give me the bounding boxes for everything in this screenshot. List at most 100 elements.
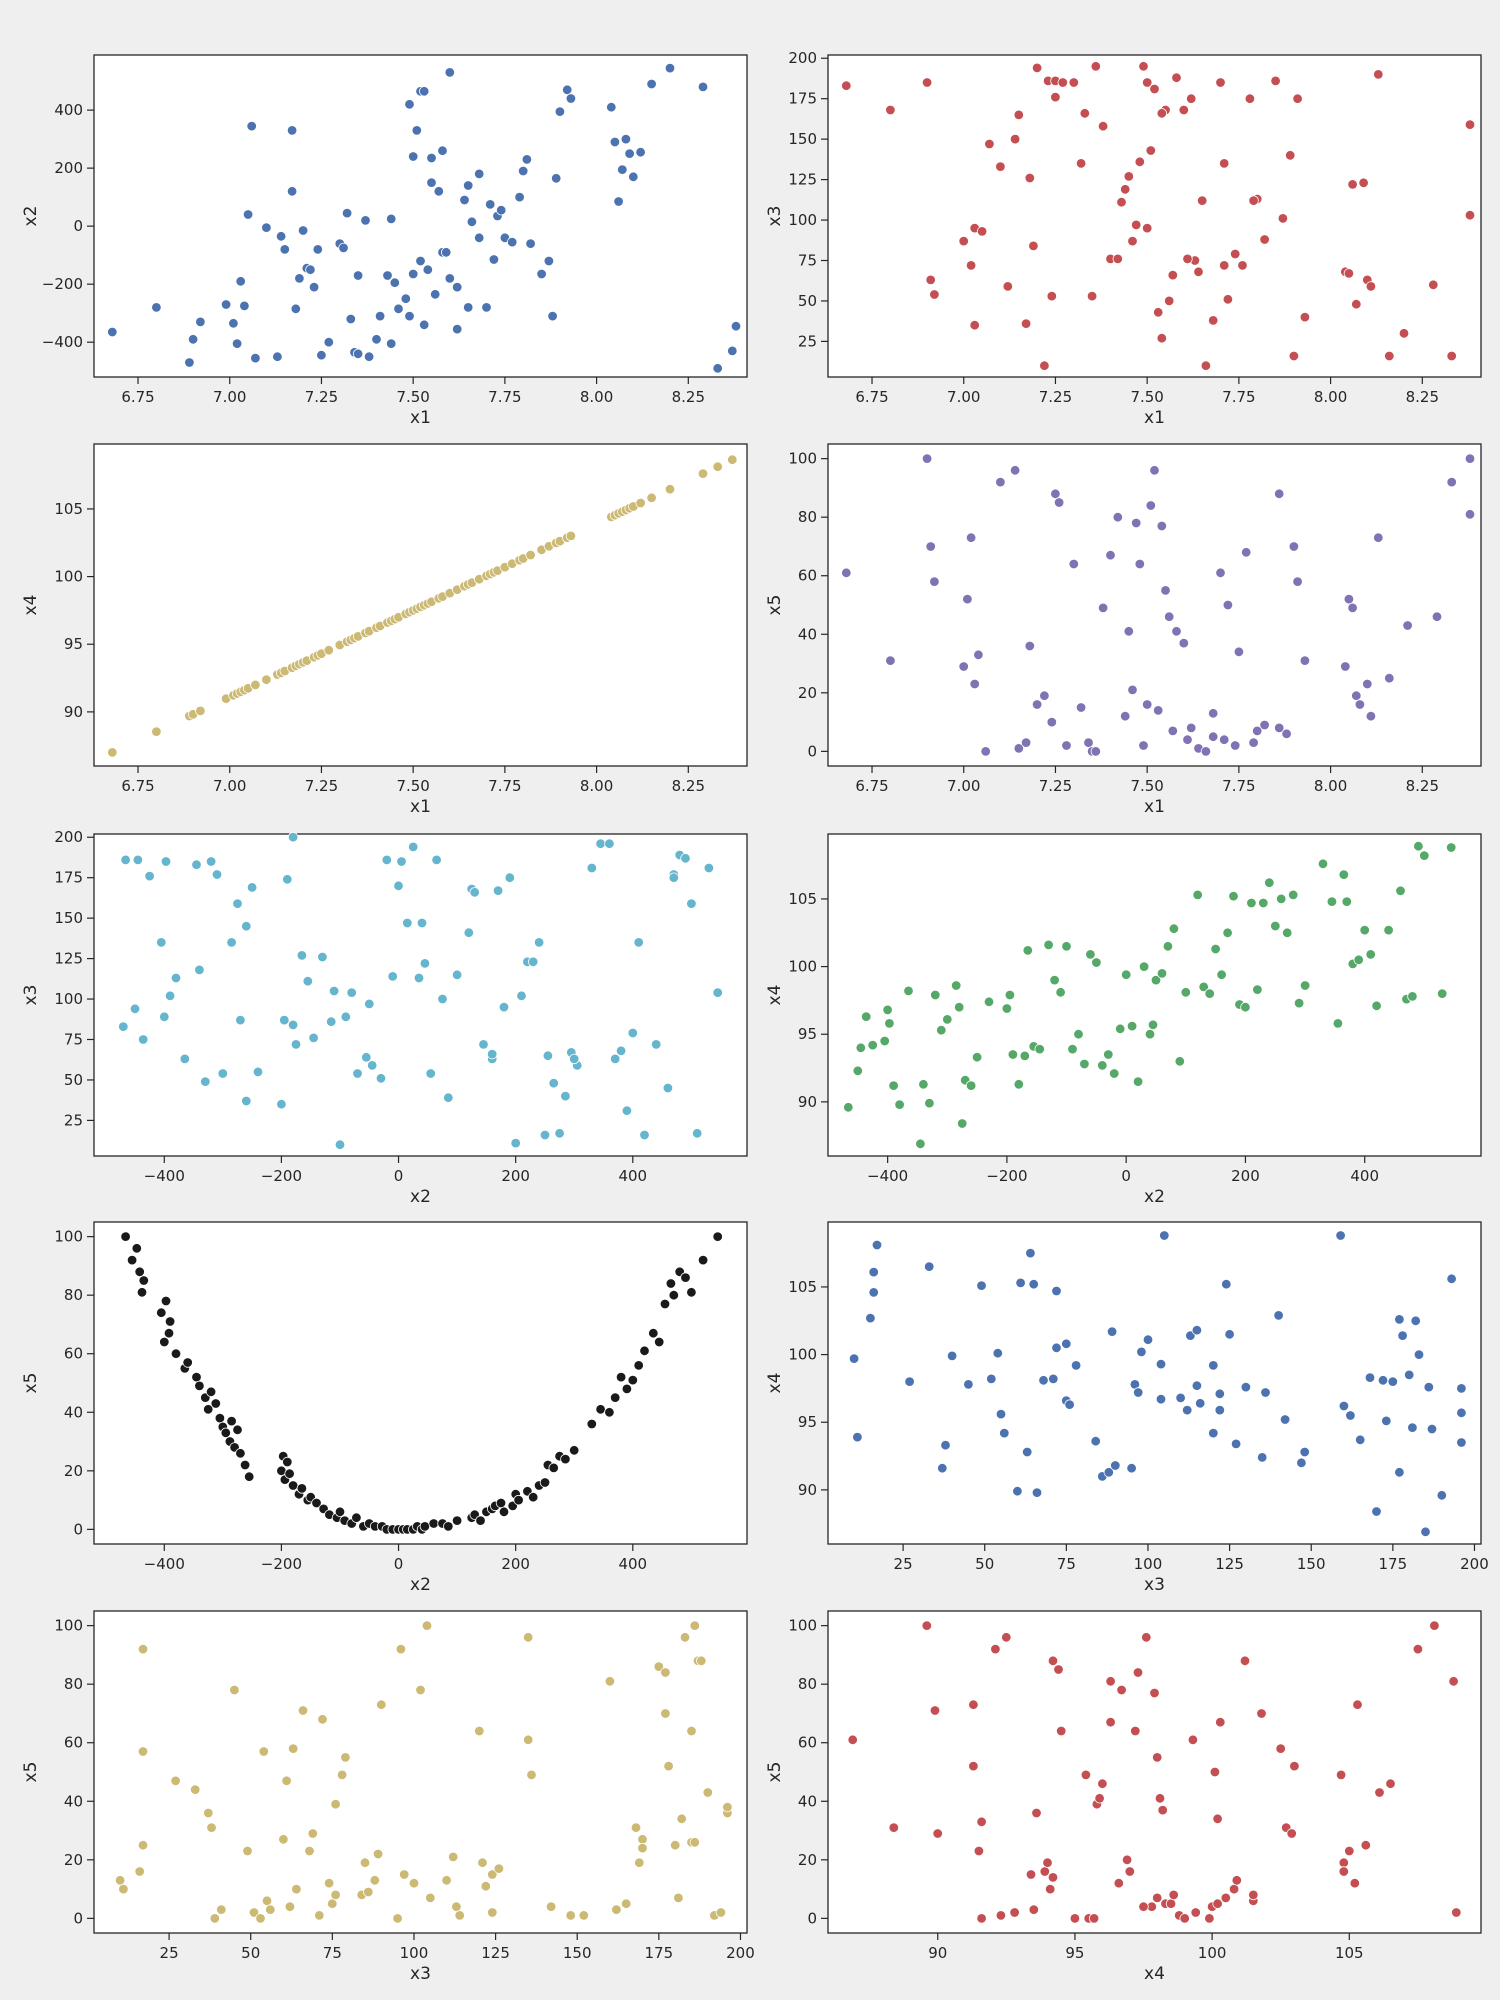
x-tick-label: 7.00 bbox=[213, 777, 246, 795]
data-point bbox=[279, 1014, 290, 1026]
data-point bbox=[1136, 1346, 1147, 1358]
data-point bbox=[1024, 172, 1036, 184]
data-point bbox=[867, 1039, 878, 1051]
data-point bbox=[1015, 1277, 1026, 1289]
data-point bbox=[1281, 927, 1293, 939]
x-tick-label: 105 bbox=[1335, 1944, 1364, 1962]
data-point bbox=[1145, 145, 1157, 156]
data-point bbox=[569, 1053, 580, 1065]
data-point bbox=[510, 1137, 521, 1149]
data-point bbox=[1284, 150, 1296, 161]
data-point bbox=[1182, 253, 1193, 265]
data-point bbox=[232, 898, 243, 909]
data-point bbox=[1259, 719, 1270, 731]
data-point bbox=[1299, 311, 1311, 323]
data-point bbox=[686, 1725, 697, 1737]
data-point bbox=[286, 125, 298, 136]
y-tick-label: 75 bbox=[64, 1030, 83, 1048]
data-point bbox=[239, 1459, 251, 1471]
data-point bbox=[1012, 1485, 1023, 1497]
data-point bbox=[463, 180, 474, 191]
data-point bbox=[415, 255, 426, 267]
data-point bbox=[1222, 294, 1234, 305]
data-point bbox=[287, 1480, 299, 1491]
data-point bbox=[1156, 333, 1168, 344]
data-point bbox=[843, 1102, 854, 1113]
data-point bbox=[1264, 877, 1275, 888]
data-point bbox=[1373, 532, 1384, 543]
x-tick-label: 7.25 bbox=[305, 777, 338, 795]
data-point bbox=[992, 1347, 1004, 1359]
data-point bbox=[921, 77, 933, 88]
data-point bbox=[697, 81, 709, 93]
data-point bbox=[386, 213, 397, 225]
data-point bbox=[1154, 1793, 1166, 1804]
data-point bbox=[1273, 1310, 1284, 1321]
data-point bbox=[1020, 318, 1032, 329]
x-tick-label: 75 bbox=[323, 1944, 342, 1962]
data-point bbox=[1464, 509, 1476, 520]
data-point bbox=[393, 880, 404, 892]
data-point bbox=[287, 832, 299, 843]
data-point bbox=[275, 231, 287, 242]
data-point bbox=[888, 1822, 900, 1833]
x-axis-label: x2 bbox=[1144, 1187, 1165, 1207]
data-point bbox=[712, 1231, 723, 1242]
data-point bbox=[646, 78, 657, 90]
data-point bbox=[317, 951, 328, 963]
data-point bbox=[554, 1128, 565, 1139]
data-point bbox=[1359, 924, 1370, 936]
data-point bbox=[1121, 1854, 1133, 1866]
data-point bbox=[1353, 954, 1364, 966]
data-point bbox=[1053, 497, 1065, 508]
data-point bbox=[861, 1011, 872, 1022]
data-point bbox=[1216, 969, 1227, 980]
data-point bbox=[1138, 740, 1149, 751]
data-point bbox=[635, 146, 646, 158]
data-point bbox=[475, 1515, 486, 1526]
x-tick-label: 7.50 bbox=[1130, 388, 1163, 406]
x-tick-label: 200 bbox=[1231, 1167, 1260, 1185]
data-point bbox=[1168, 923, 1180, 934]
data-point bbox=[670, 1839, 681, 1851]
data-point bbox=[1446, 350, 1457, 362]
data-point bbox=[924, 1097, 935, 1109]
data-point bbox=[1351, 690, 1362, 701]
data-point bbox=[924, 1261, 935, 1272]
data-point bbox=[272, 351, 283, 362]
data-point bbox=[1373, 69, 1384, 80]
data-point bbox=[443, 1521, 454, 1532]
data-point bbox=[727, 345, 738, 357]
data-point bbox=[326, 1016, 337, 1027]
data-point bbox=[1028, 1278, 1039, 1290]
data-point bbox=[1167, 725, 1179, 737]
data-point bbox=[1365, 711, 1377, 722]
data-point bbox=[241, 1095, 252, 1107]
data-point bbox=[120, 854, 131, 866]
y-tick-label: 0 bbox=[73, 217, 83, 235]
data-point bbox=[426, 152, 437, 164]
y-tick-label: 100 bbox=[54, 1617, 83, 1635]
data-point bbox=[187, 334, 199, 345]
data-point bbox=[1134, 156, 1146, 168]
data-point bbox=[314, 1910, 325, 1921]
data-point bbox=[402, 917, 413, 929]
x-tick-label: 150 bbox=[1297, 1555, 1326, 1573]
data-point bbox=[284, 1468, 295, 1479]
data-point bbox=[1423, 1381, 1435, 1393]
y-tick-label: 150 bbox=[788, 130, 817, 148]
data-point bbox=[328, 985, 340, 997]
data-point bbox=[1079, 108, 1091, 119]
data-point bbox=[1275, 1743, 1286, 1754]
data-point bbox=[296, 950, 308, 961]
data-point bbox=[548, 1077, 559, 1089]
data-point bbox=[610, 1053, 621, 1065]
x-tick-label: 50 bbox=[975, 1555, 994, 1573]
data-point bbox=[144, 870, 155, 882]
data-point bbox=[1181, 1404, 1193, 1416]
x-tick-label: 95 bbox=[1065, 1944, 1084, 1962]
plot-area bbox=[827, 833, 1482, 1157]
data-point bbox=[1057, 77, 1069, 88]
data-point bbox=[1218, 734, 1230, 745]
data-point bbox=[430, 289, 441, 300]
